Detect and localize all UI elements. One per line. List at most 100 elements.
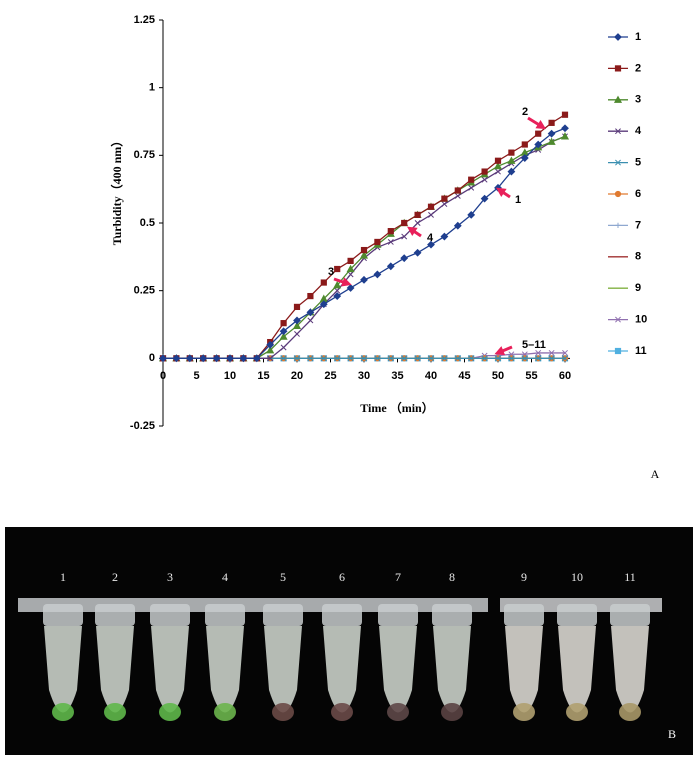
tube	[205, 604, 245, 721]
marker	[226, 354, 234, 363]
annotation-arrowhead	[494, 346, 506, 356]
x-tick-label: 0	[160, 370, 166, 382]
y-tick-label: 0.75	[134, 149, 155, 161]
tube-liquid	[214, 703, 236, 721]
marker	[508, 355, 515, 362]
marker	[614, 33, 622, 41]
tube-label: 3	[167, 570, 173, 584]
marker	[495, 168, 501, 175]
marker	[334, 355, 341, 362]
marker	[346, 264, 355, 273]
tube	[378, 604, 418, 721]
tube-liquid	[387, 703, 409, 721]
tube-cap	[95, 604, 135, 626]
x-tick-label: 30	[358, 370, 370, 382]
marker	[441, 355, 448, 362]
tube-cap	[610, 604, 650, 626]
tube-body	[96, 626, 134, 713]
marker	[481, 176, 488, 183]
legend-label: 2	[635, 62, 641, 74]
marker	[427, 240, 435, 249]
tube	[322, 604, 362, 721]
marker	[361, 355, 367, 362]
tube-label: 10	[571, 570, 583, 584]
marker	[387, 228, 394, 235]
marker	[548, 349, 555, 356]
marker	[427, 203, 435, 210]
marker	[401, 233, 408, 240]
annotation: 1	[515, 194, 521, 206]
tube-body	[151, 626, 189, 713]
tube-liquid	[566, 703, 588, 721]
marker	[293, 303, 301, 311]
marker	[185, 354, 194, 363]
marker	[293, 316, 301, 325]
y-axis-title: Turbidity（400 nm）	[109, 135, 124, 246]
marker	[387, 355, 394, 362]
marker	[159, 354, 167, 363]
x-axis-title: Time （min）	[360, 400, 433, 415]
marker	[280, 344, 287, 351]
marker	[239, 354, 248, 363]
y-tick-label: 0	[149, 352, 155, 364]
tube-body	[433, 626, 471, 713]
marker	[320, 279, 327, 286]
annotation: 5–11	[522, 339, 546, 351]
y-tick-label: 0.5	[140, 217, 155, 229]
y-tick-label: 1.25	[134, 14, 155, 26]
marker	[454, 187, 461, 194]
marker	[307, 292, 314, 300]
marker	[266, 340, 275, 349]
tube	[504, 604, 544, 721]
tube-body	[611, 626, 649, 713]
annotation: 2	[522, 106, 528, 118]
marker	[535, 349, 542, 356]
marker	[360, 275, 368, 284]
tube-body	[264, 626, 302, 713]
marker	[534, 140, 543, 149]
marker	[521, 355, 528, 362]
x-tick-label: 60	[559, 370, 571, 382]
tube-liquid	[52, 703, 74, 721]
legend-label: 3	[635, 94, 641, 106]
tube-liquid	[104, 703, 126, 721]
marker	[615, 128, 621, 135]
x-tick-label: 45	[458, 370, 470, 382]
y-tick-label: 1	[149, 82, 155, 94]
marker	[374, 238, 381, 246]
legend-label: 10	[635, 314, 647, 326]
tube-label: 5	[280, 570, 286, 584]
marker	[468, 176, 475, 183]
marker	[347, 355, 354, 362]
tube-cap	[43, 604, 83, 626]
tube-body	[505, 626, 543, 713]
marker	[320, 355, 327, 362]
marker	[521, 141, 528, 148]
x-tick-label: 10	[224, 370, 236, 382]
marker	[413, 248, 422, 257]
marker	[333, 292, 342, 300]
y-tick-label: 0.25	[134, 285, 155, 297]
marker	[615, 316, 621, 323]
tube-body	[206, 626, 244, 713]
marker	[280, 320, 287, 327]
marker	[307, 355, 314, 362]
marker	[267, 355, 274, 362]
tube-cap	[432, 604, 472, 626]
annotation-arrowhead	[496, 187, 507, 197]
tube-label: 2	[112, 570, 118, 584]
marker	[614, 347, 622, 355]
tube	[557, 604, 597, 721]
legend-label: 1	[635, 31, 641, 43]
marker	[294, 355, 300, 362]
tube-body	[558, 626, 596, 713]
marker	[307, 317, 314, 324]
x-tick-label: 50	[492, 370, 504, 382]
marker	[386, 262, 395, 271]
tube	[95, 604, 135, 721]
marker	[507, 167, 516, 176]
tube-liquid	[272, 703, 294, 721]
tube-liquid	[159, 703, 181, 721]
annotation: 4	[427, 232, 434, 244]
